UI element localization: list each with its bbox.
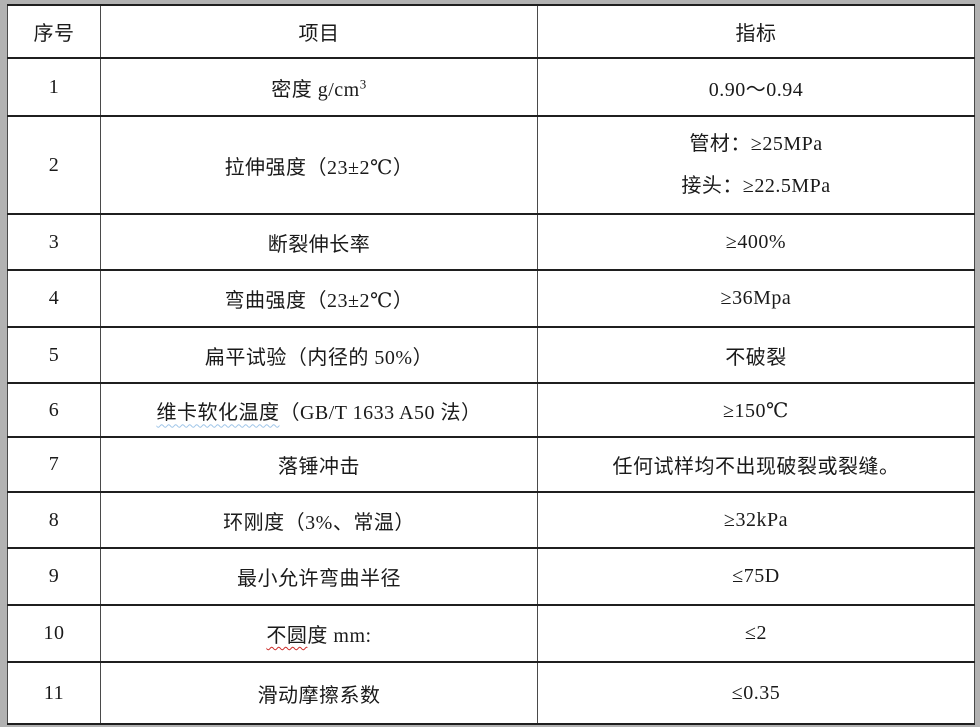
indicator-cell: ≤75D <box>537 547 975 606</box>
item-cell: 滑动摩擦系数 <box>100 661 538 725</box>
item-cell: 密度 g/cm3 <box>100 57 538 117</box>
item-cell: 弯曲强度（23±2℃） <box>100 269 538 328</box>
spec-table: 序号 项目 指标 1 密度 g/cm3 0.90～0.94 2 拉伸强度（23±… <box>7 4 975 725</box>
item-text: （GB/T 1633 A50 法） <box>279 401 482 424</box>
item-cell: 最小允许弯曲半径 <box>100 547 538 606</box>
row-number-cell: 11 <box>7 661 101 725</box>
indicator-cell: ≥400% <box>537 213 975 271</box>
indicator-cell: ≥32kPa <box>537 491 975 549</box>
item-cell: 维卡软化温度（GB/T 1633 A50 法） <box>100 382 538 438</box>
item-text: 密度 g/cm <box>271 78 360 101</box>
indicator-cell: 管材：≥25MPa 接头：≥22.5MPa <box>537 115 975 215</box>
header-cell-number: 序号 <box>7 4 101 59</box>
row-number-cell: 2 <box>7 115 101 215</box>
table-row: 6 维卡软化温度（GB/T 1633 A50 法） ≥150℃ <box>7 382 975 438</box>
row-number-cell: 9 <box>7 547 101 606</box>
header-row: 序号 项目 指标 <box>7 4 975 59</box>
item-cell: 不圆度 mm: <box>100 604 538 663</box>
indicator-cell: 不破裂 <box>537 326 975 384</box>
row-number-cell: 3 <box>7 213 101 271</box>
table-row: 7 落锤冲击 任何试样均不出现破裂或裂缝。 <box>7 436 975 493</box>
spellcheck-marked-text: 维卡软化温度 <box>156 401 280 424</box>
row-number-cell: 1 <box>7 57 101 117</box>
header-cell-item: 项目 <box>100 4 538 59</box>
item-cell: 断裂伸长率 <box>100 213 538 271</box>
table-row: 10 不圆度 mm: ≤2 <box>7 604 975 663</box>
table-row: 1 密度 g/cm3 0.90～0.94 <box>7 57 975 117</box>
table-row: 8 环刚度（3%、常温） ≥32kPa <box>7 491 975 549</box>
table-row: 9 最小允许弯曲半径 ≤75D <box>7 547 975 606</box>
spellcheck-marked-text: 不圆 <box>266 625 308 647</box>
row-number-cell: 6 <box>7 382 101 438</box>
table-row: 11 滑动摩擦系数 ≤0.35 <box>7 661 975 725</box>
indicator-cell: ≥150℃ <box>537 382 975 438</box>
row-number-cell: 4 <box>7 269 101 328</box>
indicator-cell: 0.90～0.94 <box>537 57 975 117</box>
item-cell: 拉伸强度（23±2℃） <box>100 115 538 215</box>
table-row: 4 弯曲强度（23±2℃） ≥36Mpa <box>7 269 975 328</box>
row-number-cell: 10 <box>7 604 101 663</box>
table-row: 2 拉伸强度（23±2℃） 管材：≥25MPa 接头：≥22.5MPa <box>7 115 975 215</box>
item-cell: 环刚度（3%、常温） <box>100 491 538 549</box>
row-number-cell: 5 <box>7 326 101 384</box>
indicator-cell: ≤0.35 <box>537 661 975 725</box>
unit-superscript: 3 <box>359 75 367 91</box>
table-row: 3 断裂伸长率 ≥400% <box>7 213 975 271</box>
indicator-cell: ≥36Mpa <box>537 269 975 328</box>
indicator-cell: 任何试样均不出现破裂或裂缝。 <box>537 436 975 493</box>
indicator-cell: ≤2 <box>537 604 975 663</box>
indicator-line-1: 管材：≥25MPa <box>689 133 823 155</box>
header-cell-indicator: 指标 <box>537 4 975 59</box>
table-row: 5 扁平试验（内径的 50%） 不破裂 <box>7 326 975 384</box>
row-number-cell: 8 <box>7 491 101 549</box>
indicator-line-2: 接头：≥22.5MPa <box>681 175 831 197</box>
item-cell: 扁平试验（内径的 50%） <box>100 326 538 384</box>
item-text: 度 mm: <box>307 625 372 647</box>
item-cell: 落锤冲击 <box>100 436 538 493</box>
row-number-cell: 7 <box>7 436 101 493</box>
